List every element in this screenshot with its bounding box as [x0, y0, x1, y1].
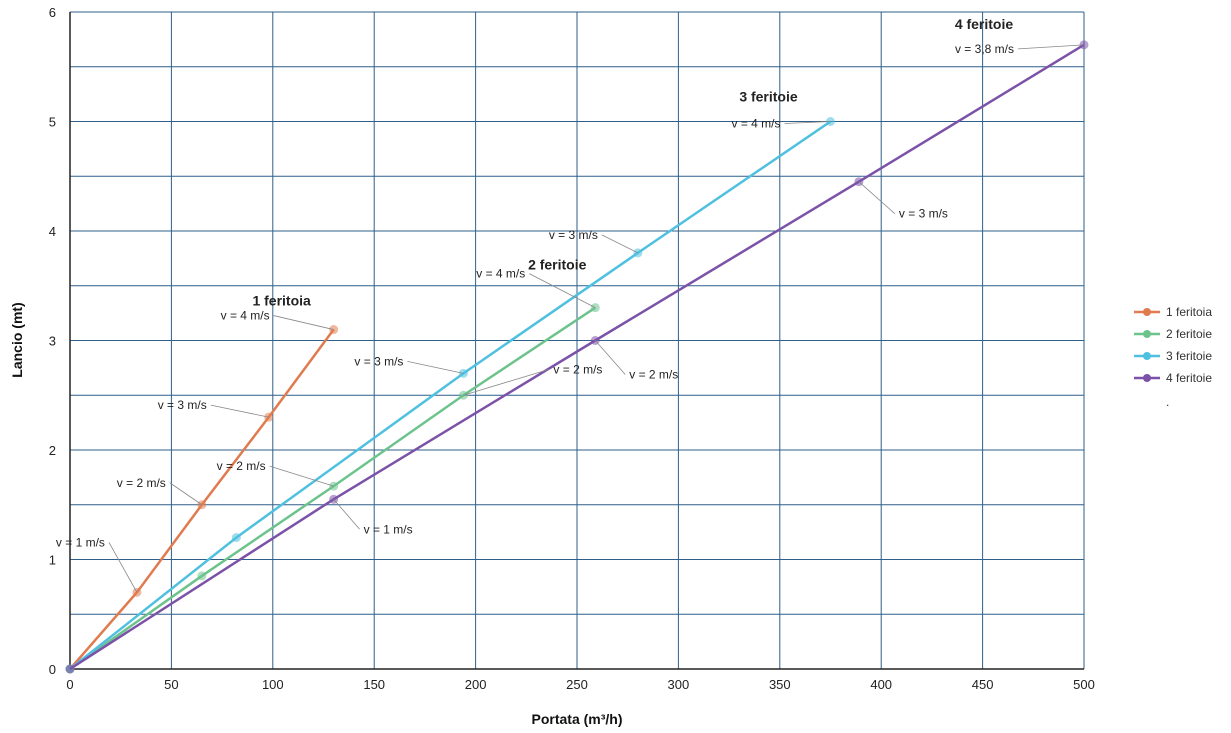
annotation-leader: [108, 542, 138, 593]
x-tick-label: 500: [1073, 677, 1095, 692]
series-end-label: 2 feritoie: [528, 257, 587, 273]
x-axis-title: Portata (m³/h): [532, 711, 623, 727]
y-tick-label: 0: [49, 662, 56, 677]
annotation-leader: [269, 465, 334, 487]
legend-marker: [1143, 374, 1151, 382]
y-tick-label: 1: [49, 553, 56, 568]
x-tick-label: 200: [465, 677, 487, 692]
legend-marker: [1143, 330, 1151, 338]
y-tick-label: 3: [49, 334, 56, 349]
data-point: [65, 664, 75, 674]
annotation-label: v = 3 m/s: [158, 398, 207, 412]
data-point: [231, 533, 241, 543]
annotation-label: v = 3 m/s: [549, 228, 598, 242]
x-tick-label: 100: [262, 677, 284, 692]
legend-entry: 1 feritoia: [1166, 305, 1212, 319]
annotation-leader: [594, 340, 626, 375]
annotation-leader: [784, 121, 831, 124]
axes: [69, 12, 1084, 670]
series-end-label: 4 feritoie: [955, 16, 1014, 32]
x-tick-label: 350: [769, 677, 791, 692]
x-tick-label: 450: [972, 677, 994, 692]
annotation-label: v = 1 m/s: [56, 535, 105, 549]
annotation-leader: [273, 315, 334, 330]
x-tick-label: 250: [566, 677, 588, 692]
x-tick-label: 150: [363, 677, 385, 692]
annotation-leader: [1017, 44, 1085, 50]
annotation-label: v = 4 m/s: [221, 309, 270, 323]
legend-entry: 4 feritoie: [1166, 371, 1212, 385]
y-tick-label: 4: [49, 224, 56, 239]
legend-marker: [1143, 308, 1151, 316]
annotation-label: v = 3 m/s: [354, 354, 403, 368]
annotation-leader: [601, 234, 639, 254]
annotation-label: v = 3 m/s: [899, 207, 948, 221]
legend-entry: 2 feritoie: [1166, 327, 1212, 341]
annotation-label: v = 2 m/s: [117, 476, 166, 490]
annotations: v = 1 m/s v = 2 m/s v = 3 m/s v = 4 m/s v = …: [56, 16, 1085, 593]
x-tick-label: 400: [870, 677, 892, 692]
x-tick-label: 300: [668, 677, 690, 692]
annotation-leader: [463, 368, 550, 396]
annotation-label: v = 1 m/s: [364, 522, 413, 536]
y-tick-label: 6: [49, 5, 56, 20]
annotation-label: v = 2 m/s: [553, 362, 602, 376]
y-axis-title: Lancio (mt): [9, 302, 25, 377]
y-tick-labels: 0 1 2 3 4 5 6: [49, 5, 56, 677]
legend-dot: .: [1166, 395, 1169, 409]
annotation-label: v = 3,8 m/s: [955, 42, 1014, 56]
legend-marker: [1143, 352, 1151, 360]
annotation-leader: [333, 499, 360, 530]
annotation-leader: [529, 273, 596, 309]
y-tick-label: 2: [49, 443, 56, 458]
series-end-label: 3 feritoie: [739, 89, 798, 105]
annotation-leader: [858, 181, 896, 215]
legend: 1 feritoia 2 feritoie 3 feritoie 4 feritoie…: [1134, 305, 1212, 409]
annotation-label: v = 4 m/s: [476, 267, 525, 281]
x-tick-label: 0: [66, 677, 73, 692]
legend-entry: 3 feritoie: [1166, 349, 1212, 363]
annotation-label: v = 2 m/s: [217, 459, 266, 473]
annotation-label: v = 4 m/s: [731, 117, 780, 131]
annotation-leader: [210, 404, 269, 418]
series-end-label: 1 feritoia: [252, 293, 311, 309]
annotation-leader: [169, 482, 203, 506]
data-point: [197, 571, 207, 581]
annotation-leader: [407, 360, 464, 374]
x-tick-label: 50: [164, 677, 178, 692]
series-line: [69, 328, 335, 670]
y-tick-label: 5: [49, 115, 56, 130]
x-tick-labels: 0 50 100 150 200 250 300 350 400 450 500: [66, 677, 1094, 692]
annotation-label: v = 2 m/s: [629, 368, 678, 382]
